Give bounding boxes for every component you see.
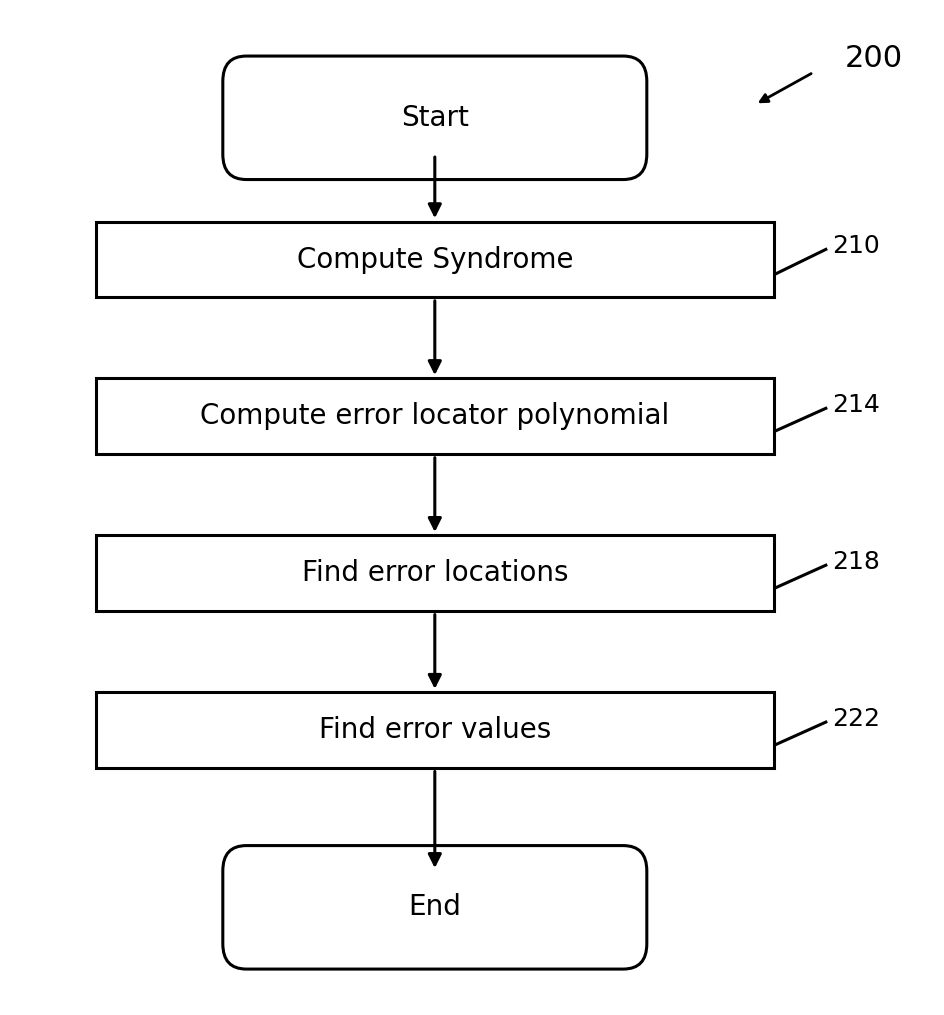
Text: 200: 200 xyxy=(844,44,902,73)
Text: Compute Syndrome: Compute Syndrome xyxy=(296,246,572,273)
Text: 210: 210 xyxy=(832,234,879,259)
Text: 214: 214 xyxy=(832,393,880,417)
Bar xyxy=(95,221,773,297)
Bar xyxy=(95,535,773,611)
Text: 222: 222 xyxy=(832,707,880,731)
Bar xyxy=(95,379,773,455)
FancyBboxPatch shape xyxy=(223,845,646,969)
Text: Find error locations: Find error locations xyxy=(301,559,567,588)
Text: End: End xyxy=(408,893,461,922)
FancyBboxPatch shape xyxy=(223,56,646,180)
Text: Find error values: Find error values xyxy=(318,717,550,744)
Text: 218: 218 xyxy=(832,550,880,574)
Text: Compute error locator polynomial: Compute error locator polynomial xyxy=(200,402,668,430)
Text: Start: Start xyxy=(400,104,468,132)
Bar xyxy=(95,692,773,768)
